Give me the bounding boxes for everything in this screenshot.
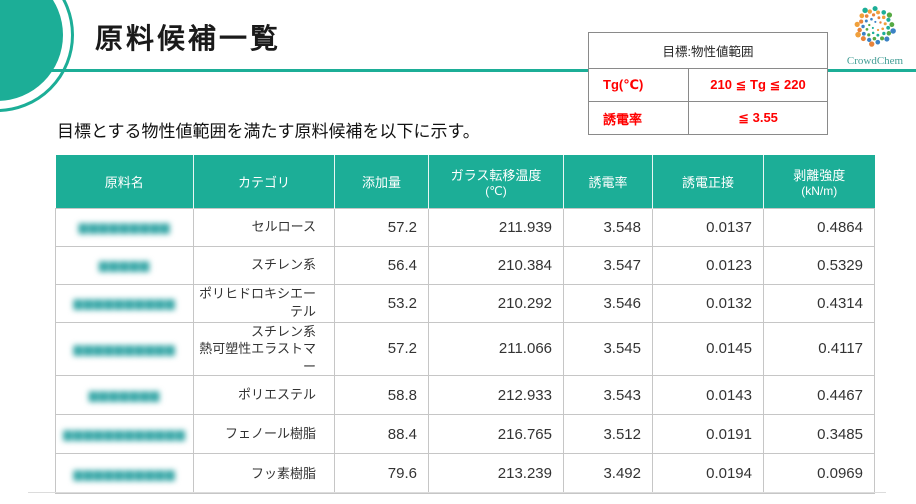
target-permittivity-label: 誘電率 [588,101,689,135]
description-text: 目標とする物性値範囲を満たす原料候補を以下に示す。 [57,122,480,141]
cell-material-name: ▆▆▆▆▆▆▆▆▆ [55,207,194,247]
cell-tan-delta: 0.0143 [652,375,764,416]
cell-addition: 57.2 [334,207,429,247]
cell-peel: 0.0969 [763,453,875,495]
cell-material-name: ▆▆▆▆▆ [55,245,194,285]
candidates-table: 原料名 カテゴリ 添加量 ガラス転移温度 (℃) 誘電率 誘電正接 剥離強度 (kN… [55,155,875,495]
material-name-link[interactable]: ▆▆▆▆▆▆▆▆▆▆ [73,296,176,310]
cell-dielectric: 3.492 [563,453,653,495]
cell-addition: 58.8 [334,375,429,416]
table-row: ▆▆▆▆▆▆▆▆▆▆▆▆ フェノール樹脂 88.4 216.765 3.512 0.019… [55,414,875,455]
col-header-dielectric: 誘電率 [563,155,653,208]
cell-addition: 53.2 [334,283,429,323]
cell-addition: 57.2 [334,321,429,377]
col-header-tan-delta: 誘電正接 [652,155,764,208]
crowdchem-spiral-icon [854,6,896,47]
cell-tg: 210.384 [428,245,564,285]
material-name-link[interactable]: ▆▆▆▆▆▆▆▆▆ [78,220,171,234]
crowdchem-logo-text: CrowdChem [846,55,904,67]
title-divider-line [30,69,916,72]
cell-category: フェノール樹脂 [193,414,335,455]
cell-tan-delta: 0.0132 [652,283,764,323]
cell-dielectric: 3.546 [563,283,653,323]
cell-tg: 212.933 [428,375,564,416]
col-header-category: カテゴリ [193,155,335,208]
cell-dielectric: 3.543 [563,375,653,416]
cell-addition: 79.6 [334,453,429,495]
cell-addition: 88.4 [334,414,429,455]
cell-category: ポリエステル [193,375,335,416]
table-row: ▆▆▆▆▆▆▆ ポリエステル 58.8 212.933 3.543 0.0143 0.446… [55,375,875,416]
footer-divider-line [28,492,886,493]
cell-category: スチレン系 [193,245,335,285]
target-range-box: 目標:物性値範囲 Tg(℃) 210 ≦ Tg ≦ 220 誘電率 ≦ 3.55 [588,32,828,135]
cell-material-name: ▆▆▆▆▆▆▆▆▆▆▆▆ [55,414,194,455]
cell-material-name: ▆▆▆▆▆▆▆▆▆▆ [55,321,194,377]
cell-dielectric: 3.512 [563,414,653,455]
cell-tg: 211.939 [428,207,564,247]
cell-tg: 213.239 [428,453,564,495]
cell-dielectric: 3.545 [563,321,653,377]
material-name-link[interactable]: ▆▆▆▆▆ [98,258,151,272]
col-header-tg: ガラス転移温度 (℃) [428,155,564,208]
material-name-link[interactable]: ▆▆▆▆▆▆▆▆▆▆ [73,341,176,356]
cell-category: セルロース [193,207,335,247]
cell-peel: 0.4117 [763,321,875,377]
col-header-peel: 剥離強度 (kN/m) [763,155,875,208]
cell-dielectric: 3.548 [563,207,653,247]
cell-tg: 210.292 [428,283,564,323]
cell-dielectric: 3.547 [563,245,653,285]
table-row: ▆▆▆▆▆▆▆▆▆▆ ポリヒドロキシエーテル 53.2 210.292 3.546 0.0… [55,283,875,323]
table-row: ▆▆▆▆▆ スチレン系 56.4 210.384 3.547 0.0123 0.5329 [55,245,875,285]
page-title: 原料候補一覧 [95,23,282,54]
table-row: ▆▆▆▆▆▆▆▆▆ セルロース 57.2 211.939 3.548 0.0137 0.48… [55,207,875,247]
target-tg-label: Tg(℃) [588,68,689,102]
cell-tan-delta: 0.0145 [652,321,764,377]
cell-tan-delta: 0.0137 [652,207,764,247]
cell-material-name: ▆▆▆▆▆▆▆▆▆▆ [55,283,194,323]
cell-peel: 0.4314 [763,283,875,323]
cell-category: ポリヒドロキシエーテル [193,283,335,323]
material-name-link[interactable]: ▆▆▆▆▆▆▆▆▆▆ [73,466,176,481]
cell-peel: 0.4467 [763,375,875,416]
cell-tan-delta: 0.0123 [652,245,764,285]
cell-material-name: ▆▆▆▆▆▆▆ [55,375,194,416]
target-box-header: 目標:物性値範囲 [588,32,828,69]
crowdchem-logo: CrowdChem [838,3,912,67]
table-header-row: 原料名 カテゴリ 添加量 ガラス転移温度 (℃) 誘電率 誘電正接 剥離強度 (kN… [55,155,875,208]
material-name-link[interactable]: ▆▆▆▆▆▆▆ [88,388,161,403]
cell-material-name: ▆▆▆▆▆▆▆▆▆▆ [55,453,194,495]
cell-tg: 211.066 [428,321,564,377]
cell-peel: 0.5329 [763,245,875,285]
target-permittivity-range: ≦ 3.55 [688,101,828,135]
cell-category: スチレン系 熱可塑性エラストマー [193,321,335,377]
cell-peel: 0.4864 [763,207,875,247]
material-name-link[interactable]: ▆▆▆▆▆▆▆▆▆▆▆▆ [63,427,186,442]
cell-addition: 56.4 [334,245,429,285]
col-header-material: 原料名 [55,155,194,208]
cell-tan-delta: 0.0191 [652,414,764,455]
cell-peel: 0.3485 [763,414,875,455]
col-header-addition: 添加量 [334,155,429,208]
cell-tg: 216.765 [428,414,564,455]
cell-tan-delta: 0.0194 [652,453,764,495]
cell-category: フッ素樹脂 [193,453,335,495]
table-row: ▆▆▆▆▆▆▆▆▆▆ スチレン系 熱可塑性エラストマー 57.2 211.066 3.5… [55,321,875,377]
table-row: ▆▆▆▆▆▆▆▆▆▆ フッ素樹脂 79.6 213.239 3.492 0.0194 0.0… [55,453,875,495]
target-tg-range: 210 ≦ Tg ≦ 220 [688,68,828,102]
